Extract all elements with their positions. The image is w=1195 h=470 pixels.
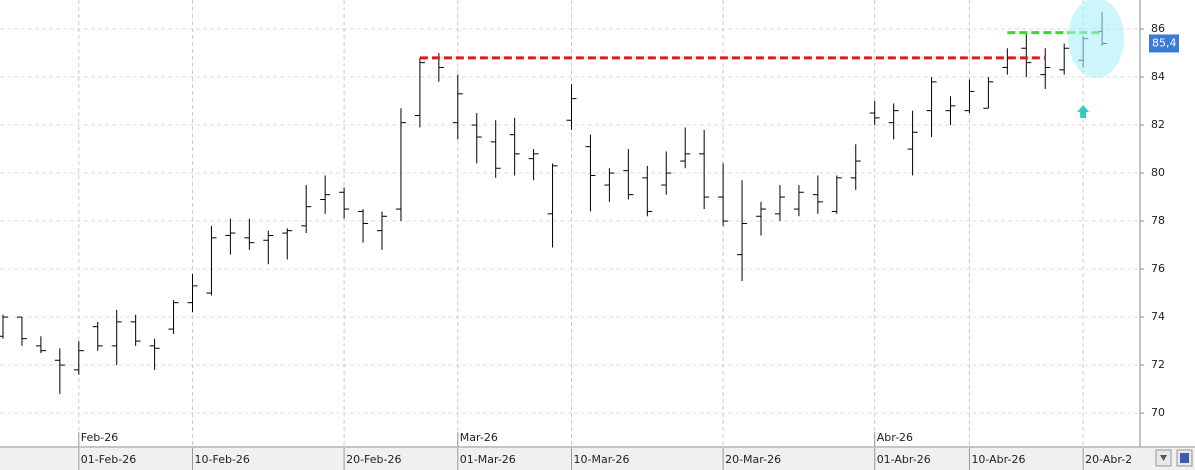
last-price-label: 85,4 [1152,36,1177,49]
y-tick-label: 84 [1151,70,1165,83]
last-price-box [1149,34,1179,53]
y-tick-label: 80 [1151,166,1165,179]
x-tick-label: 10-Abr-26 [971,453,1025,466]
highlight [1068,0,1125,78]
grid [0,0,1144,470]
y-tick-label: 82 [1151,118,1165,131]
y-tick-label: 74 [1151,310,1165,323]
x-tick-label: 20-Feb-26 [346,453,401,466]
x-tick-label: 10-Mar-26 [574,453,630,466]
month-label: Abr-26 [877,431,913,444]
month-label: Mar-26 [460,431,498,444]
x-tick-label: 20-Abr-2 [1085,453,1132,466]
x-tick-label: 20-Mar-26 [725,453,781,466]
save-icon [1180,453,1189,463]
month-label: Feb-26 [81,431,118,444]
marks [0,0,1125,394]
date-bar [0,448,1195,470]
y-tick-label: 78 [1151,214,1165,227]
x-tick-label: 01-Abr-26 [877,453,931,466]
y-tick-label: 76 [1151,262,1165,275]
y-tick-label: 70 [1151,406,1165,419]
labels: 70 72 74 76 78 80 82 84 86 01-Feb-26 10-Feb-26 20-F… [81,22,1179,466]
x-tick-label: 01-Mar-26 [460,453,516,466]
x-tick-label: 10-Feb-26 [195,453,250,466]
up-arrow [1077,105,1090,118]
y-tick-label: 86 [1151,22,1165,35]
x-tick-label: 01-Feb-26 [81,453,136,466]
y-tick-label: 72 [1151,358,1165,371]
scroll-icon [1160,455,1167,461]
